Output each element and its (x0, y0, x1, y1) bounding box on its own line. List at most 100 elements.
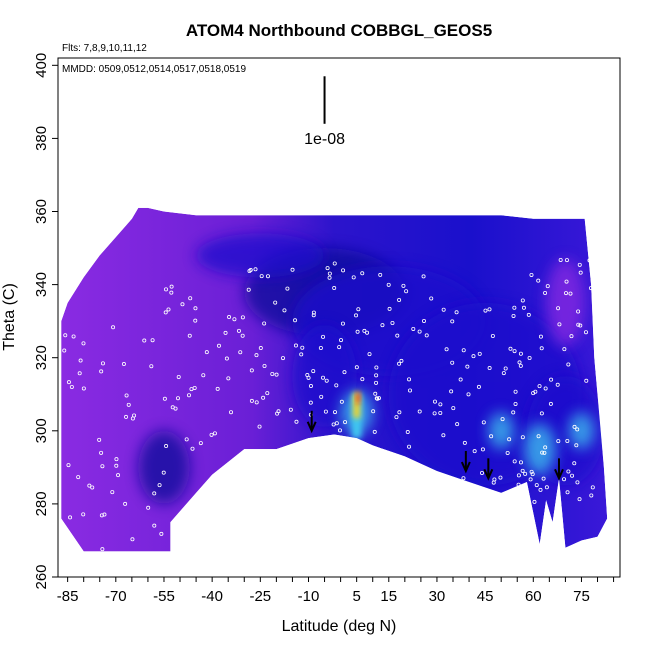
observation-point (528, 477, 533, 482)
observation-point (130, 537, 135, 542)
observation-point (66, 463, 71, 468)
observation-point (150, 338, 155, 343)
observation-point (539, 346, 544, 351)
observation-point (390, 320, 395, 325)
observation-point (238, 350, 243, 355)
observation-point (424, 333, 429, 338)
observation-point (367, 352, 372, 357)
observation-point (438, 402, 443, 407)
observation-point (505, 450, 510, 455)
observation-point (530, 472, 535, 477)
observation-point (394, 415, 399, 420)
observation-point (68, 515, 73, 520)
observation-point (578, 270, 583, 275)
observation-point (397, 361, 402, 366)
observation-point (373, 391, 378, 396)
observation-point (578, 323, 583, 328)
observation-point (556, 306, 561, 311)
observation-point (543, 386, 548, 391)
observation-point (374, 396, 379, 401)
observation-point (500, 417, 505, 422)
field-blob (546, 259, 585, 347)
observation-point (232, 317, 237, 322)
observation-point (333, 410, 338, 415)
observation-point (511, 410, 516, 415)
observation-point (293, 343, 298, 348)
observation-point (130, 416, 135, 421)
observation-point (123, 501, 128, 506)
x-tick-label: 45 (477, 588, 494, 605)
y-tick-label: 260 (33, 564, 50, 589)
observation-point (527, 356, 532, 361)
x-tick-label: 60 (525, 588, 542, 605)
observation-point (541, 476, 546, 481)
x-tick-label: -85 (57, 588, 79, 605)
observation-point (577, 262, 582, 267)
observation-point (69, 385, 74, 390)
observation-point (337, 428, 342, 433)
observation-point (529, 272, 534, 277)
observation-point (512, 459, 517, 464)
observation-point (570, 473, 575, 478)
observation-point (159, 531, 164, 536)
observation-point (575, 480, 580, 485)
observation-point (280, 356, 285, 361)
observation-point (311, 313, 316, 318)
field-blob (523, 423, 556, 475)
observation-point (157, 483, 162, 488)
observation-point (100, 547, 105, 552)
observation-point (97, 437, 102, 442)
observation-point (454, 310, 459, 315)
observation-point (142, 338, 147, 343)
observation-point (372, 429, 377, 434)
observation-point (429, 296, 434, 301)
observation-point (110, 490, 115, 495)
observation-point (163, 310, 168, 315)
observation-point (590, 485, 595, 490)
observation-point (564, 279, 569, 284)
observation-point (324, 378, 329, 383)
observation-point (169, 284, 174, 289)
observation-point (282, 308, 287, 313)
y-tick-label: 320 (33, 345, 50, 370)
x-axis: -85 -70 -55 -40 -25 -10 5 15 30 45 60 75 (57, 577, 615, 605)
observation-point (583, 330, 588, 335)
observation-point (77, 371, 82, 376)
observation-point (543, 445, 548, 450)
observation-point (166, 307, 171, 312)
observation-point (184, 437, 189, 442)
observation-point (186, 393, 191, 398)
observation-point (124, 393, 129, 398)
observation-point (577, 497, 582, 502)
y-axis-label: Theta (C) (1, 283, 18, 351)
observation-point (204, 350, 209, 355)
observation-point (265, 274, 270, 279)
observation-point (405, 430, 410, 435)
observation-point (161, 470, 166, 475)
observation-point (339, 338, 344, 343)
observation-point (294, 419, 299, 424)
down-arrow-head-icon (306, 421, 317, 434)
observation-point (518, 363, 523, 368)
observation-point (246, 287, 251, 292)
observation-point (407, 444, 412, 449)
x-tick-label: 30 (429, 588, 446, 605)
observation-point (523, 471, 528, 476)
observation-point (387, 306, 392, 311)
observation-point (517, 360, 522, 365)
observation-point (487, 366, 492, 371)
observation-point (270, 371, 275, 376)
observation-point (545, 284, 550, 289)
observation-point (421, 318, 426, 323)
observation-point (572, 461, 577, 466)
observation-point (193, 306, 198, 311)
observation-point (371, 409, 376, 414)
observation-point (507, 437, 512, 442)
observation-point (465, 364, 470, 369)
observation-point (76, 475, 81, 480)
observation-point (489, 434, 494, 439)
observation-point (374, 373, 379, 378)
observation-point (450, 360, 455, 365)
plot-frame (57, 57, 621, 578)
observation-point (386, 282, 391, 287)
